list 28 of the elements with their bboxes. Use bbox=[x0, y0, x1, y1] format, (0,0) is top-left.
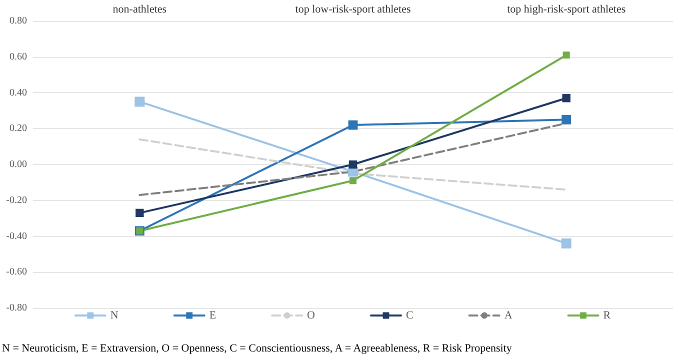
point bbox=[562, 94, 570, 102]
legend-label: C bbox=[406, 310, 414, 322]
point bbox=[136, 208, 144, 218]
point bbox=[562, 52, 570, 59]
point bbox=[348, 120, 358, 130]
text: N = Neuroticism, E = Extraversion, O = Openness, C = Conscientiousness, A = Agreeableness, R = Risk Propensity bbox=[2, 342, 512, 354]
point bbox=[562, 114, 572, 124]
y-tick-label: -0.20 bbox=[6, 194, 27, 206]
y-tick-label: 0.60 bbox=[10, 51, 27, 62]
point bbox=[348, 160, 358, 169]
x-tick-label: top low-risk-sport athletes bbox=[295, 4, 411, 16]
x-tick-label: top high-risk-sport athletes bbox=[507, 4, 626, 16]
point bbox=[561, 238, 572, 248]
y-tick-label: 0.20 bbox=[10, 123, 27, 134]
y-tick-label: 0.40 bbox=[10, 87, 27, 98]
y-tick-label: 0.00 bbox=[10, 159, 27, 170]
legend-label: O bbox=[307, 310, 316, 322]
y-tick-label: -0.60 bbox=[6, 266, 27, 278]
y-tick-label: -0.40 bbox=[6, 230, 27, 242]
y-tick-label: 0.80 bbox=[10, 16, 27, 26]
y-tick-label: -0.80 bbox=[6, 302, 27, 314]
legend-label: R bbox=[603, 310, 612, 322]
legend-label: N bbox=[110, 310, 118, 322]
point bbox=[350, 177, 356, 184]
x-tick-label: non-athletes bbox=[112, 4, 167, 16]
point bbox=[134, 96, 145, 107]
legend-label: A bbox=[504, 310, 512, 322]
legend-label: E bbox=[209, 310, 216, 322]
